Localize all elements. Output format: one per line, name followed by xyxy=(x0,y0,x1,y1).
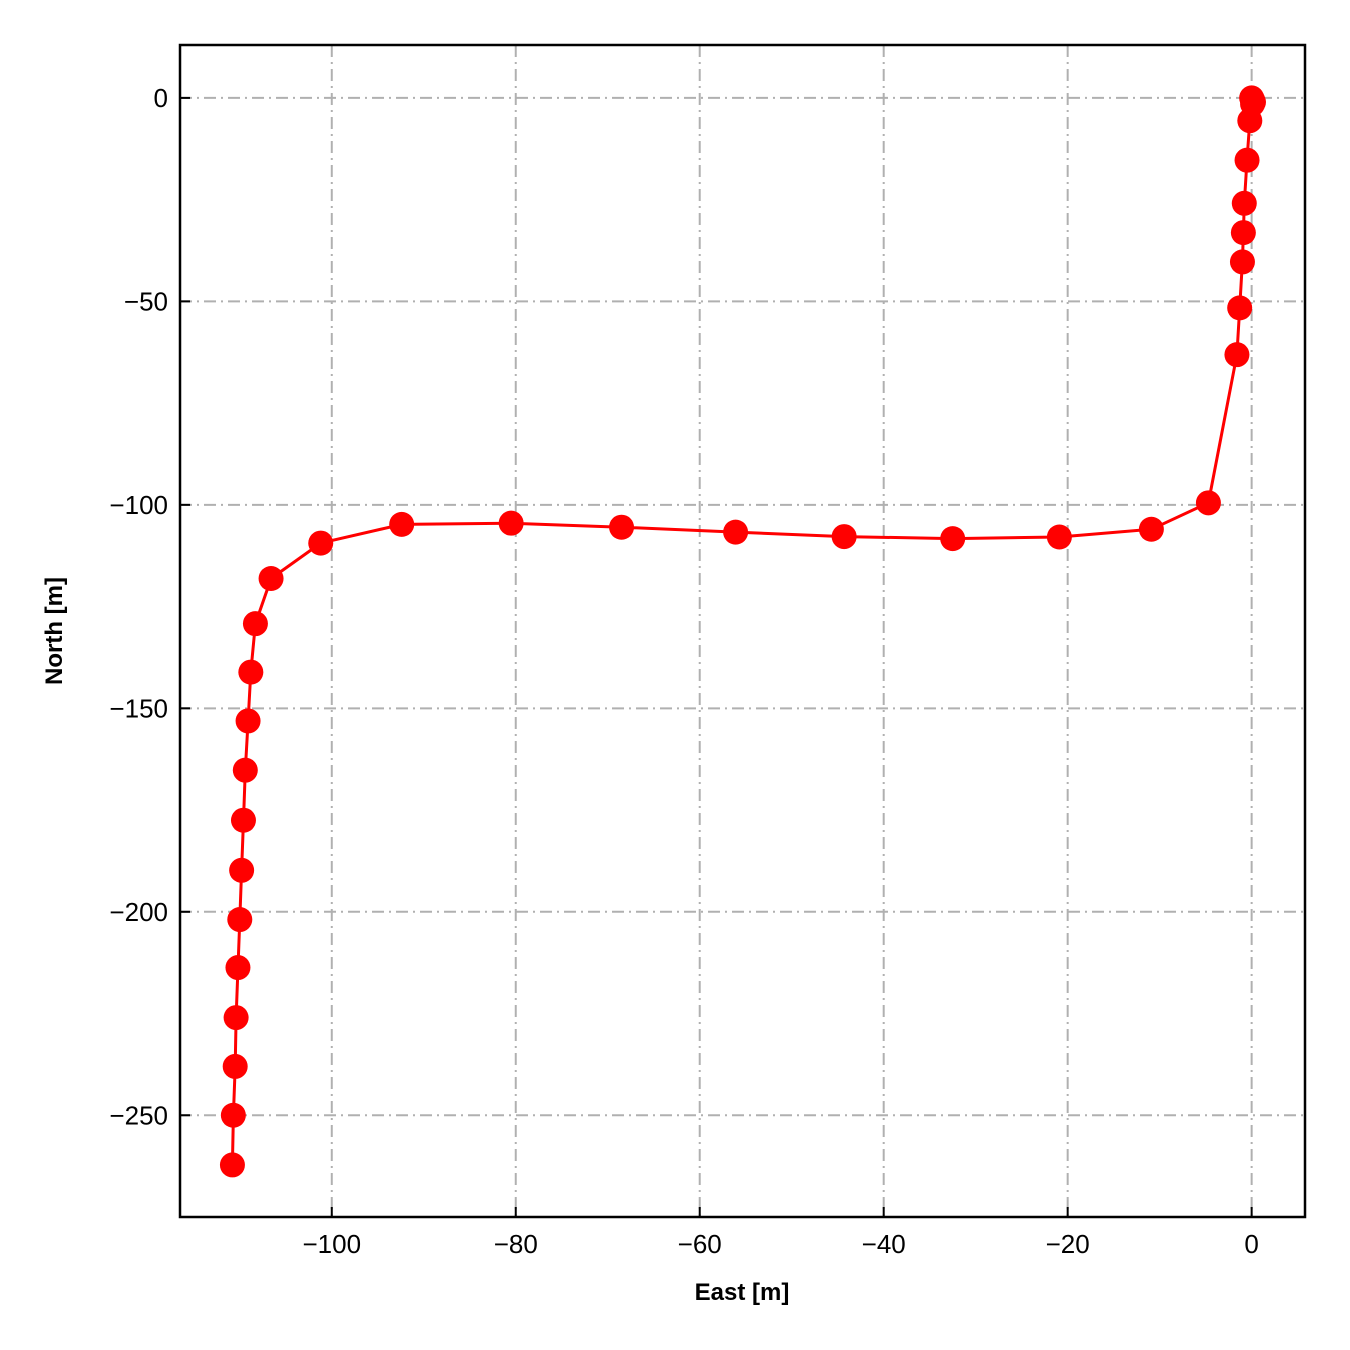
trajectory-point xyxy=(219,1152,245,1178)
trajectory-point xyxy=(940,526,966,552)
trajectory-point xyxy=(1195,490,1221,516)
y-tick-label: 0 xyxy=(154,83,168,113)
x-tick-label: −100 xyxy=(302,1229,361,1259)
series-layer xyxy=(219,85,1266,1178)
y-tick-label: −250 xyxy=(109,1100,168,1130)
trajectory-point xyxy=(238,659,264,685)
y-tick-label: −100 xyxy=(109,490,168,520)
trajectory-point xyxy=(230,807,256,833)
y-tick-label: −150 xyxy=(109,693,168,723)
ticks: −100 −80 −60 −40 −20 00−50−100−150−200−250 xyxy=(109,83,1258,1259)
trajectory-point xyxy=(220,1102,246,1128)
trajectory-point xyxy=(1227,295,1253,321)
x-tick-label: −40 xyxy=(862,1229,906,1259)
plot-frame xyxy=(178,43,1307,1219)
trajectory-point xyxy=(222,1053,248,1079)
y-tick-label: −50 xyxy=(124,286,168,316)
trajectory-point xyxy=(229,857,255,883)
trajectory-line xyxy=(230,97,1255,1165)
trajectory-point xyxy=(1234,147,1260,173)
trajectory-point xyxy=(389,511,415,537)
x-axis-label: East [m] xyxy=(695,1279,790,1306)
x-tick-label: −60 xyxy=(678,1229,722,1259)
trajectory-point xyxy=(225,955,251,981)
trajectory-point xyxy=(609,514,635,540)
trajectory-point xyxy=(258,566,284,592)
trajectory-point xyxy=(1237,108,1263,134)
x-tick-label: 0 xyxy=(1244,1229,1258,1259)
trajectory-point xyxy=(723,519,749,545)
trajectory-point xyxy=(831,524,857,550)
x-tick-label: −20 xyxy=(1046,1229,1090,1259)
trajectory-point xyxy=(227,907,253,933)
trajectory-point xyxy=(242,611,268,637)
y-axis-label: North [m] xyxy=(41,577,68,685)
trajectory-point xyxy=(1224,342,1250,368)
trajectory-point xyxy=(1230,220,1256,246)
trajectory-point xyxy=(1229,249,1255,275)
grid xyxy=(180,45,1305,1217)
trajectory-point xyxy=(1046,524,1072,550)
trajectory-point xyxy=(498,510,524,536)
trajectory-point xyxy=(1138,516,1164,542)
x-tick-label: −80 xyxy=(494,1229,538,1259)
y-tick-label: −200 xyxy=(109,897,168,927)
trajectory-point xyxy=(223,1005,249,1031)
trajectory-point xyxy=(232,757,258,783)
trajectory-point xyxy=(1231,190,1257,216)
trajectory-point xyxy=(235,708,261,734)
trajectory-point xyxy=(308,530,334,556)
